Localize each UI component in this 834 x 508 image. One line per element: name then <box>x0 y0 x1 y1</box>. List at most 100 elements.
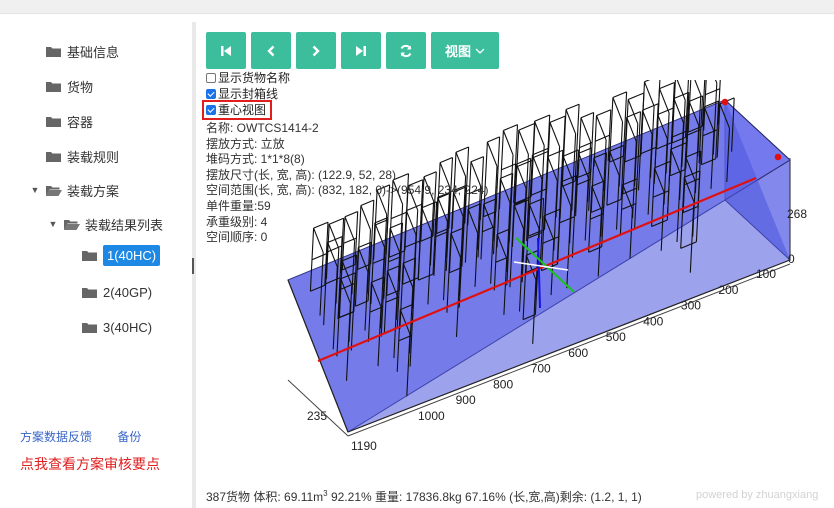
cargo-edge <box>542 236 560 244</box>
sidebar-item-basic-info[interactable]: 基础信息 <box>46 40 119 62</box>
last-button[interactable] <box>341 32 381 69</box>
info-range: 空间范围(长, 宽, 高): (832, 182, 0)->(954.9, 23… <box>206 183 489 198</box>
cargo-edge <box>525 266 541 274</box>
cargo-edge <box>671 80 676 143</box>
info-order: 空间顺序: 0 <box>206 230 268 245</box>
audit-link[interactable]: 点我查看方案审核要点 <box>20 456 160 472</box>
cargo-edge <box>642 103 659 111</box>
cargo-edge <box>319 252 324 316</box>
cargo-edge <box>387 264 401 272</box>
cargo-edge <box>398 222 404 291</box>
cargo-edge <box>513 204 525 230</box>
container-3d-view[interactable]: 268 0 235 1190 100 200 300 400 500 600 700 800 9… <box>196 80 834 480</box>
gravity-view-option[interactable]: 重心视图 <box>206 102 290 118</box>
cargo-edge <box>687 125 703 133</box>
cargo-edge <box>508 173 514 243</box>
prev-button[interactable] <box>251 32 291 69</box>
cargo-edge <box>376 189 388 215</box>
show-names-checkbox[interactable] <box>206 73 216 83</box>
cargo-edge <box>388 256 402 263</box>
cargo-edge <box>524 154 529 228</box>
sidebar-item-result-1[interactable]: 1(40HC) <box>82 244 161 266</box>
sidebar-item-goods[interactable]: 货物 <box>46 75 93 97</box>
next-button[interactable] <box>296 32 336 69</box>
view-label: 视图 <box>444 44 471 59</box>
sidebar-item-loading-rules[interactable]: 装载规则 <box>46 145 119 167</box>
cargo-edge <box>561 109 567 187</box>
cargo-edge <box>612 91 627 99</box>
cargo-edge <box>455 151 467 177</box>
cargo-edge <box>406 333 411 397</box>
folder-icon <box>46 46 61 57</box>
cargo-edge <box>367 242 372 301</box>
cargo-edge <box>500 172 513 179</box>
splitter-handle[interactable] <box>192 258 194 274</box>
cargo-edge <box>503 258 508 315</box>
folder-icon <box>82 287 97 298</box>
cargo-edge <box>715 100 720 159</box>
corner-marker <box>721 98 729 106</box>
cargo-edge <box>528 228 545 237</box>
cargo-edge <box>437 197 448 222</box>
cargo-edge <box>726 128 731 183</box>
cargo-edge <box>402 262 414 288</box>
sidebar-item-result-2[interactable]: 2(40GP) <box>82 281 152 303</box>
cargo-edge <box>652 190 670 198</box>
cargo-edge <box>389 227 401 253</box>
sidebar-item-loading-plan[interactable]: ▼ 装载方案 <box>30 179 119 201</box>
sidebar-item-label: 1(40HC) <box>103 244 161 266</box>
show-names-option[interactable]: 显示货物名称 <box>206 70 290 86</box>
last-icon <box>356 45 366 56</box>
cargo-edge <box>366 229 372 294</box>
cargo-edge <box>590 157 595 213</box>
cargo-edge <box>643 81 655 107</box>
gravity-view-checkbox[interactable] <box>206 105 216 115</box>
sidebar-item-result-3[interactable]: 3(40HC) <box>82 316 152 338</box>
show-box-lines-label: 显示封箱线 <box>218 86 279 101</box>
cargo-edge <box>670 142 687 150</box>
height-label: 268 <box>787 207 807 221</box>
feedback-link[interactable]: 方案数据反馈 <box>20 430 93 444</box>
cargo-edge <box>714 80 718 84</box>
watermark: powered by zhuangxiang <box>696 489 819 501</box>
cargo-edge <box>549 122 561 147</box>
cargo-edge <box>501 163 516 171</box>
refresh-button[interactable] <box>386 32 426 69</box>
view-options: 显示货物名称 显示封箱线 重心视图 <box>206 70 290 118</box>
cargo-edge <box>388 250 405 258</box>
cargo-edge <box>640 81 646 154</box>
cargo-edge <box>556 181 562 264</box>
cargo-edge <box>338 260 343 318</box>
cargo-edge <box>508 154 514 234</box>
show-box-lines-checkbox[interactable] <box>206 89 216 99</box>
first-button[interactable] <box>206 32 246 69</box>
backup-link[interactable]: 备份 <box>117 430 142 444</box>
caret-down-icon[interactable]: ▼ <box>30 185 40 195</box>
summary-footer: 387货物 体积: 69.11m3 92.21% 重量: 17836.8kg 6… <box>206 488 642 505</box>
view-dropdown[interactable]: 视图 <box>431 32 499 69</box>
highlight-box <box>202 100 272 120</box>
cargo-edge <box>516 159 534 168</box>
panel-splitter[interactable] <box>192 22 196 508</box>
cargo-edge <box>562 155 574 181</box>
length-tick-label: 300 <box>681 299 701 313</box>
cargo-edge <box>640 146 657 155</box>
cargo-edge <box>453 184 467 191</box>
cargo-edge <box>499 178 511 203</box>
cargo-edge <box>342 264 356 271</box>
cargo-edge <box>353 254 358 312</box>
show-box-lines-option[interactable]: 显示封箱线 <box>206 86 290 102</box>
cargo-edge <box>603 152 608 208</box>
width-label: 235 <box>307 409 327 423</box>
sidebar-item-result-list[interactable]: ▼ 装载结果列表 <box>48 213 163 235</box>
caret-down-icon[interactable]: ▼ <box>48 219 58 229</box>
gravity-axes <box>513 237 575 309</box>
cargo-edge <box>565 103 580 111</box>
sidebar-item-container[interactable]: 容器 <box>46 110 93 132</box>
cargo-edge <box>622 91 628 157</box>
cargo-edge <box>644 80 651 83</box>
cargo-edge <box>534 120 545 146</box>
toolbar: 视图 <box>206 32 499 69</box>
cargo-edge <box>452 191 464 217</box>
cargo-edge <box>612 97 624 123</box>
